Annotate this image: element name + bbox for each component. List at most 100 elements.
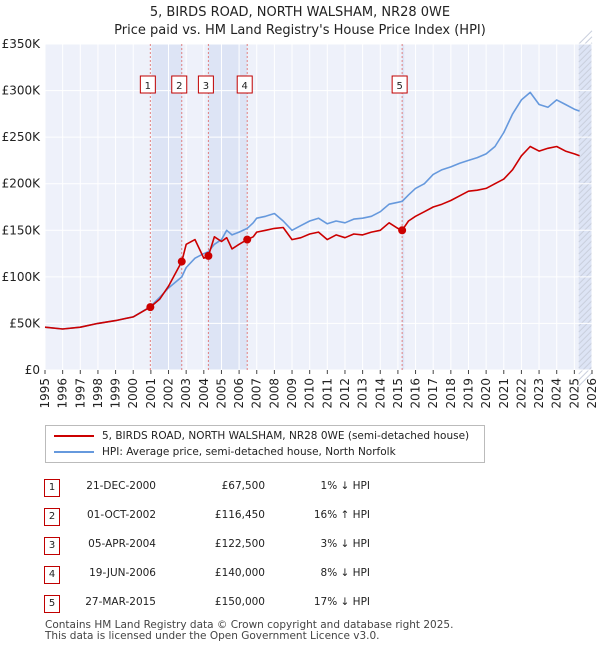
- shaded-period: [402, 44, 405, 370]
- x-tick-label: 2007: [250, 378, 264, 409]
- hatch-line: [578, 42, 593, 57]
- sale-hpi-diff: 8% ↓ HPI: [320, 567, 370, 579]
- legend-item-hpi: HPI: Average price, semi-detached house,…: [54, 444, 396, 460]
- x-tick-label: 2023: [532, 378, 546, 409]
- hatch-line: [578, 78, 593, 93]
- chart-series: [44, 91, 580, 330]
- hatch-line: [578, 168, 593, 183]
- hatch-line: [578, 210, 593, 225]
- sale-point: [243, 235, 252, 244]
- sale-period-shading: [45, 30, 593, 387]
- x-tick-label: 2009: [285, 378, 299, 409]
- hatch-line: [578, 48, 593, 63]
- sale-hpi-diff: 16% ↑ HPI: [313, 509, 370, 521]
- hatch-line: [578, 186, 593, 201]
- hatch-line: [578, 132, 593, 147]
- y-tick-label: £100K: [2, 270, 42, 284]
- hatch-line: [578, 282, 593, 297]
- sales-table-row: 3 05-APR-2004 £122,500 3% ↓ HPI: [0, 536, 600, 556]
- legend-label-property: 5, BIRDS ROAD, NORTH WALSHAM, NR28 0WE (…: [102, 430, 470, 442]
- hatch-line: [578, 258, 593, 273]
- x-tick-label: 2002: [162, 378, 176, 409]
- x-tick-label: 2025: [567, 378, 581, 409]
- x-tick-label: 2008: [267, 378, 281, 409]
- x-tick-label: 2019: [461, 378, 475, 409]
- hatch-line: [578, 30, 593, 45]
- x-tick-label: 2016: [409, 378, 423, 409]
- sales-table-row: 1 21-DEC-2000 £67,500 1% ↓ HPI: [0, 478, 600, 498]
- sale-box-border: [197, 75, 214, 94]
- sale-hpi-diff: 3% ↓ HPI: [320, 538, 370, 550]
- chart-title-line1: 5, BIRDS ROAD, NORTH WALSHAM, NR28 0WE: [149, 5, 451, 20]
- hatch-line: [578, 288, 593, 303]
- sale-date: 21-DEC-2000: [86, 480, 156, 492]
- hpi-line: [44, 91, 580, 330]
- sale-date: 05-APR-2004: [88, 538, 156, 550]
- hatch-line: [578, 198, 593, 213]
- hatch-line: [578, 264, 593, 279]
- hatch-line: [578, 318, 593, 333]
- sale-price: £122,500: [214, 538, 265, 550]
- sale-number-boxes: 1 2 3 4 5: [139, 75, 408, 94]
- x-tick-label: 2024: [550, 378, 564, 409]
- x-tick-label: 2010: [303, 378, 317, 409]
- sale-hpi-diff: 17% ↓ HPI: [313, 596, 370, 608]
- hatch-line: [578, 222, 593, 237]
- sale-number-box: 3: [197, 75, 214, 94]
- sale-number-badge: 3: [44, 537, 60, 555]
- sale-point: [204, 251, 213, 260]
- sale-price: £140,000: [214, 567, 265, 579]
- hatch-line: [578, 234, 593, 249]
- hatch-line: [578, 174, 593, 189]
- x-tick-label: 2026: [585, 378, 599, 409]
- x-tick-label: 2022: [514, 378, 528, 409]
- hatch-line: [578, 228, 593, 243]
- sales-table-row: 5 27-MAR-2015 £150,000 17% ↓ HPI: [0, 594, 600, 614]
- x-tick-label: 1999: [109, 378, 123, 409]
- y-tick-label: £200K: [2, 177, 42, 191]
- x-tick-label: 2011: [320, 378, 334, 409]
- x-tick-label: 2004: [197, 378, 211, 409]
- hatch-line: [578, 138, 593, 153]
- sale-box-border: [391, 75, 408, 94]
- hatch-line: [578, 306, 593, 321]
- x-tick-label: 2021: [497, 378, 511, 409]
- hatch-line: [578, 270, 593, 285]
- x-tick-label: 2018: [444, 378, 458, 409]
- hatch-line: [578, 162, 593, 177]
- sale-number-box: 2: [171, 75, 188, 94]
- hatch-line: [578, 180, 593, 195]
- sale-box-border: [139, 75, 156, 94]
- x-tick-label: 2005: [214, 378, 228, 409]
- x-tick-label: 2001: [144, 378, 158, 409]
- y-tick-label: £50K: [9, 316, 41, 330]
- sale-price: £150,000: [214, 596, 265, 608]
- sale-box-label: 4: [242, 81, 248, 92]
- hatch-line: [578, 192, 593, 207]
- hatch-line: [578, 360, 593, 375]
- sale-price: £116,450: [214, 509, 265, 521]
- hatch-line: [578, 204, 593, 219]
- x-tick-label: 2013: [356, 378, 370, 409]
- x-tick-label: 2015: [391, 378, 405, 409]
- chart-grid: [44, 43, 593, 371]
- legend-swatch-hpi: [54, 451, 94, 453]
- hatch-line: [578, 294, 593, 309]
- x-tick-label: 1997: [73, 378, 87, 409]
- chart-legend: 5, BIRDS ROAD, NORTH WALSHAM, NR28 0WE (…: [45, 425, 485, 463]
- sale-points: [146, 226, 407, 312]
- hatch-line: [578, 156, 593, 171]
- y-tick-label: £0: [25, 363, 40, 377]
- sale-box-label: 3: [203, 81, 209, 92]
- hatch-line: [578, 348, 593, 363]
- sale-date: 01-OCT-2002: [87, 509, 156, 521]
- hatch-line: [578, 72, 593, 87]
- x-tick-label: 2017: [426, 378, 440, 409]
- sale-number-badge: 1: [44, 479, 60, 497]
- sale-price: £67,500: [221, 480, 265, 492]
- shaded-period: [578, 44, 592, 370]
- hatch-line: [578, 36, 593, 51]
- hatch-line: [578, 324, 593, 339]
- sale-point: [177, 257, 186, 266]
- hatch-line: [578, 96, 593, 111]
